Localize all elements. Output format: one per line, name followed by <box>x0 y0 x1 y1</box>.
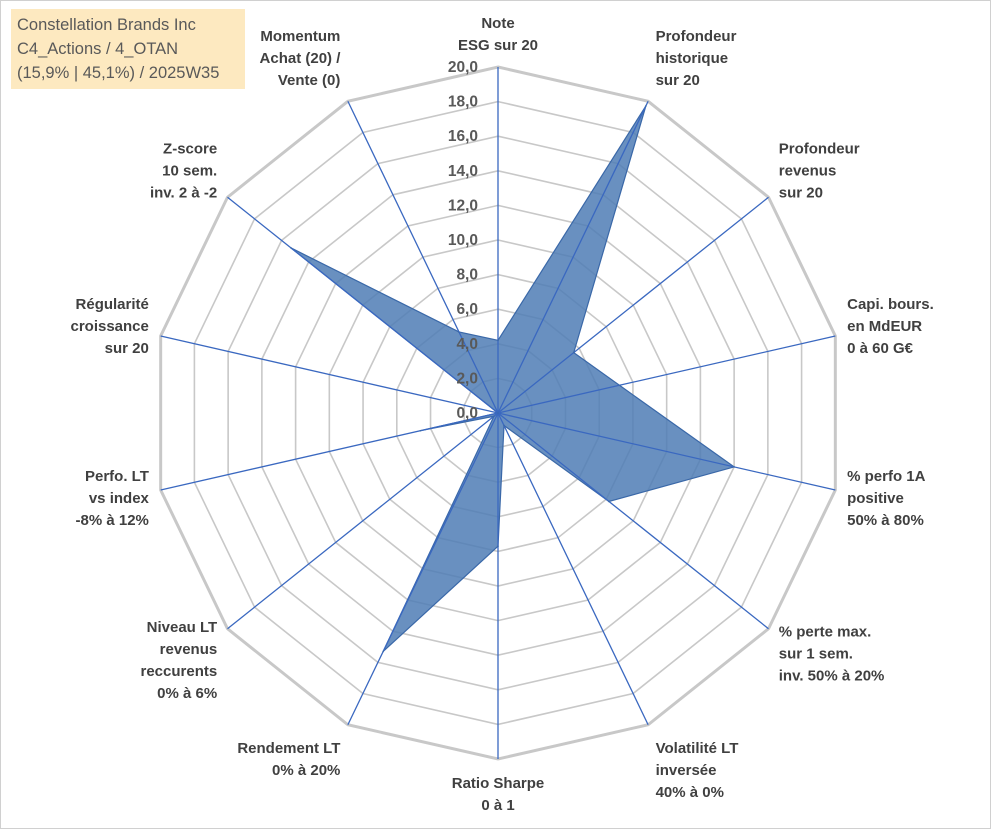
axis-spoke <box>497 196 769 414</box>
axis-label-line: 0 à 60 G€ <box>847 340 914 357</box>
axis-label-line: Volatilité LT <box>656 740 739 757</box>
axis-spoke <box>497 412 836 491</box>
tick-label: 18,0 <box>448 94 478 111</box>
axis-label-line: ESG sur 20 <box>458 37 538 54</box>
axis-spoke <box>497 412 649 726</box>
data-point <box>733 466 735 468</box>
chart-title-box: Constellation Brands Inc C4_Actions / 4_… <box>11 9 245 89</box>
axis-label-line: 0% à 6% <box>157 685 217 702</box>
axis-label-line: Vente (0) <box>278 72 341 89</box>
axis-label-line: Régularité <box>76 296 149 313</box>
axis-label-line: Capi. bours. <box>847 296 934 313</box>
axis-spoke <box>347 412 499 726</box>
axis-label-line: inv. 50% à 20% <box>779 667 885 684</box>
axis-label: Perfo. LT vs index -8% à 12% <box>76 468 150 529</box>
axis-label-line: inv. 2 à -2 <box>150 185 217 202</box>
axis-label-line: vs index <box>89 490 150 507</box>
axis-spoke <box>497 412 769 630</box>
axis-label-line: Ratio Sharpe <box>452 775 545 792</box>
data-point <box>503 424 505 427</box>
axis-label: Z-score 10 sem. inv. 2 à -2 <box>150 141 217 202</box>
axis-label-line: reccurents <box>141 663 218 680</box>
tick-label: 20,0 <box>448 59 478 76</box>
axis-label: % perfo 1A positive 50% à 80% <box>847 468 926 529</box>
axis-spoke <box>347 100 499 414</box>
axis-label: Niveau LT revenus reccurents 0% à 6% <box>141 619 218 702</box>
axis-spoke <box>227 412 499 630</box>
axis-label: Rendement LT 0% à 20% <box>237 740 340 779</box>
axis-label-line: Z-score <box>163 141 217 158</box>
axis-label-line: % perte max. <box>779 623 872 640</box>
data-point <box>419 429 422 432</box>
tick-label: 16,0 <box>448 128 478 145</box>
axis-label: Volatilité LT inversée 40% à 0% <box>656 740 739 801</box>
axis-label-line: sur 20 <box>779 185 823 202</box>
axis-label-line: 0 à 1 <box>481 797 514 814</box>
title-line-3: (15,9% | 45,1%) / 2025W35 <box>17 64 220 82</box>
axis-label: Régularité croissance sur 20 <box>70 296 148 357</box>
axis-label: Capi. bours. en MdEUR 0 à 60 G€ <box>847 296 934 357</box>
data-point <box>608 500 610 503</box>
axis-label-line: Achat (20) / <box>260 50 342 67</box>
axis-label: Momentum Achat (20) / Vente (0) <box>260 28 342 89</box>
axis-label-line: Niveau LT <box>147 619 218 636</box>
tick-label: 0,0 <box>456 405 478 422</box>
tick-label: 6,0 <box>456 301 478 318</box>
data-point <box>572 351 575 354</box>
tick-label: 12,0 <box>448 197 478 214</box>
data-point <box>497 412 499 414</box>
axis-label-line: en MdEUR <box>847 318 922 335</box>
axis-label-line: 0% à 20% <box>272 762 340 779</box>
axis-spoke <box>497 335 836 414</box>
tick-label: 2,0 <box>456 370 478 387</box>
tick-label: 8,0 <box>456 267 478 284</box>
axis-label-line: Rendement LT <box>237 740 340 757</box>
axis-spoke <box>227 196 499 414</box>
axis-label-line: Note <box>481 15 514 32</box>
axis-spoke <box>160 412 499 491</box>
axis-label: % perte max. sur 1 sem. inv. 50% à 20% <box>779 623 885 684</box>
axis-label-line: sur 1 sem. <box>779 645 853 662</box>
axis-label-line: sur 20 <box>105 340 149 357</box>
axis-spoke <box>160 335 499 414</box>
axis-label: Note ESG sur 20 <box>458 15 538 54</box>
data-point <box>618 384 621 387</box>
data-point <box>458 331 460 333</box>
data-point <box>497 545 499 548</box>
data-point <box>493 415 495 418</box>
tick-label: 14,0 <box>448 163 478 180</box>
axis-label-line: Perfo. LT <box>85 468 149 485</box>
axis-label-line: positive <box>847 490 904 507</box>
axis-label-line: revenus <box>779 163 837 180</box>
axis-label-line: 10 sem. <box>162 163 217 180</box>
axis-label-line: -8% à 12% <box>76 512 149 529</box>
title-line-2: C4_Actions / 4_OTAN <box>17 40 179 58</box>
axis-label-line: % perfo 1A <box>847 468 926 485</box>
axis-label-line: sur 20 <box>656 72 700 89</box>
axis-label: Profondeur revenus sur 20 <box>779 141 860 202</box>
axis-label-line: revenus <box>160 641 218 658</box>
tick-label: 4,0 <box>456 336 478 353</box>
data-point <box>497 339 499 342</box>
axis-label-line: Profondeur <box>779 141 860 158</box>
data-point <box>382 650 384 653</box>
data-point <box>290 247 292 249</box>
data-point <box>645 105 647 107</box>
axis-label-line: croissance <box>70 318 148 335</box>
axis-label-line: historique <box>656 50 729 67</box>
axis-label: Profondeur historique sur 20 <box>656 28 737 89</box>
axis-label-line: inversée <box>656 762 717 779</box>
series-area <box>290 105 736 652</box>
tick-label: 10,0 <box>448 232 478 249</box>
axis-spoke <box>497 100 649 414</box>
axis-label-line: Momentum <box>260 28 340 45</box>
axis-label-line: Profondeur <box>656 28 737 45</box>
title-line-1: Constellation Brands Inc <box>17 16 196 34</box>
axis-label-line: 50% à 80% <box>847 512 924 529</box>
axis-label-line: 40% à 0% <box>656 784 724 801</box>
axis-label: Ratio Sharpe 0 à 1 <box>452 775 545 814</box>
